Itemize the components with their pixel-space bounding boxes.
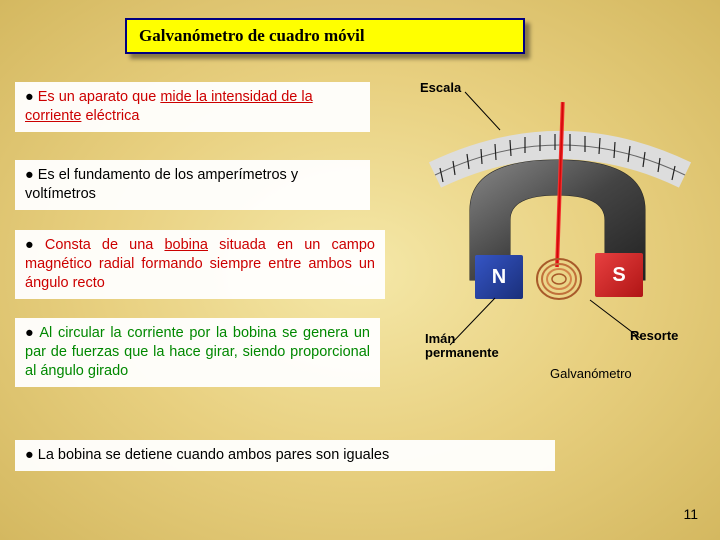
bullet-2-text: Es el fundamento de los amperímetros y v… <box>25 167 298 202</box>
label-iman-text: Imánpermanente <box>425 331 499 360</box>
bullet-dot: ● <box>25 167 34 183</box>
pole-north: N <box>475 255 523 299</box>
page-number: 11 <box>683 506 698 522</box>
slide-title: Galvanómetro de cuadro móvil <box>125 18 525 54</box>
bullet-dot: ● <box>25 325 35 341</box>
label-escala: Escala <box>420 80 461 95</box>
coil <box>533 255 585 303</box>
pole-s-label: S <box>612 264 625 287</box>
bullet-4-text: Al circular la corriente por la bobina s… <box>25 325 370 379</box>
bullet-3-pre: Consta de una <box>45 237 165 253</box>
bullet-dot: ● <box>25 89 34 105</box>
title-text: Galvanómetro de cuadro móvil <box>139 26 365 45</box>
label-iman: Imánpermanente <box>425 332 499 361</box>
bullet-dot: ● <box>25 447 34 463</box>
bullet-3-key: bobina <box>164 237 208 253</box>
pole-south: S <box>595 253 643 297</box>
bullet-5-text: La bobina se detiene cuando ambos pares … <box>38 447 389 463</box>
galvanometer-diagram: Escala <box>395 80 715 370</box>
label-galvanometro: Galvanómetro <box>550 366 632 381</box>
bullet-1: ●Es un aparato que mide la intensidad de… <box>15 82 370 132</box>
bullet-5: ●La bobina se detiene cuando ambos pares… <box>15 440 555 471</box>
bullet-1-pre: Es un aparato que <box>38 89 161 105</box>
bullet-dot: ● <box>25 237 41 253</box>
pole-n-label: N <box>492 266 506 289</box>
bullet-1-post: eléctrica <box>81 108 139 124</box>
bullet-2: ●Es el fundamento de los amperímetros y … <box>15 160 370 210</box>
bullet-3: ●Consta de una bobina situada en un camp… <box>15 230 385 299</box>
bullet-4: ●Al circular la corriente por la bobina … <box>15 318 380 387</box>
label-resorte: Resorte <box>630 328 678 343</box>
